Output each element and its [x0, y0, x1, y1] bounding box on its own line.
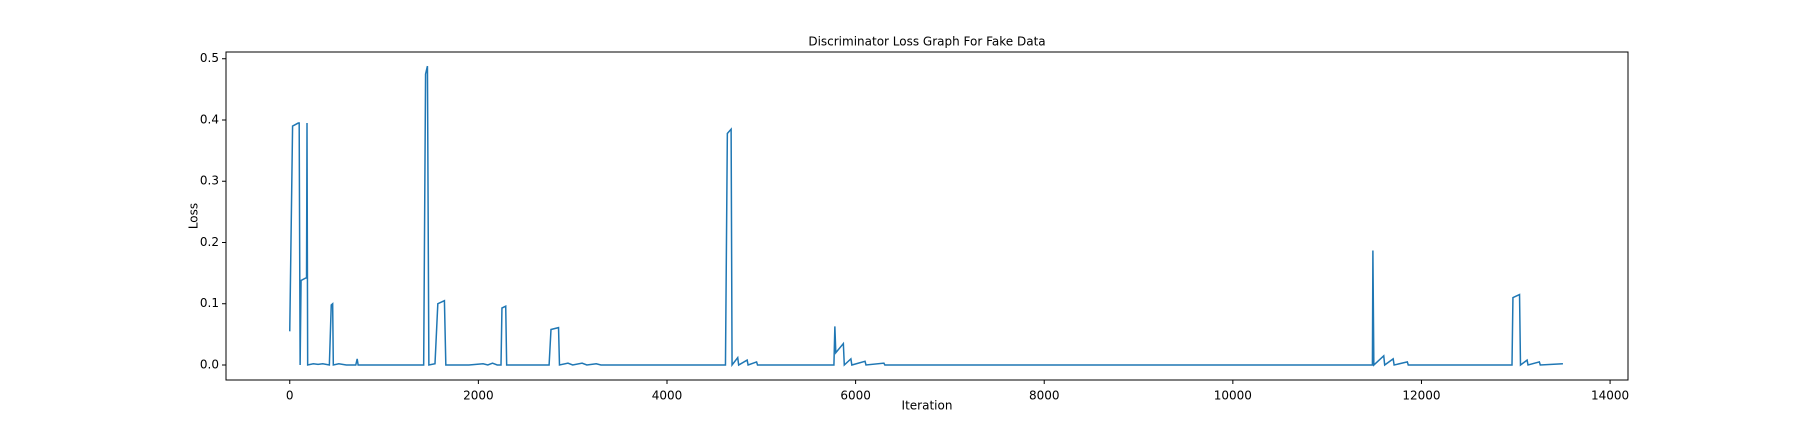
x-tick-label: 10000 [1214, 389, 1252, 403]
y-tick-label: 0.3 [200, 174, 219, 188]
x-tick-label: 2000 [463, 389, 494, 403]
y-tick-label: 0.4 [200, 112, 219, 126]
plot-frame [225, 51, 1629, 381]
y-tick-label: 0.1 [200, 296, 219, 310]
x-tick-label: 6000 [840, 389, 871, 403]
x-tick-label: 14000 [1591, 389, 1629, 403]
chart-title: Discriminator Loss Graph For Fake Data [808, 35, 1045, 49]
x-axis-label: Iteration [902, 399, 953, 413]
x-tick-label: 0 [286, 389, 294, 403]
y-axis-label: Loss [187, 203, 201, 229]
x-tick-label: 8000 [1029, 389, 1060, 403]
x-tick-label: 12000 [1402, 389, 1440, 403]
y-tick-label: 0.2 [200, 235, 219, 249]
line-series [289, 65, 1563, 368]
y-tick-label: 0.5 [200, 51, 219, 65]
x-tick-label: 4000 [652, 389, 683, 403]
y-tick-label: 0.0 [200, 357, 219, 371]
